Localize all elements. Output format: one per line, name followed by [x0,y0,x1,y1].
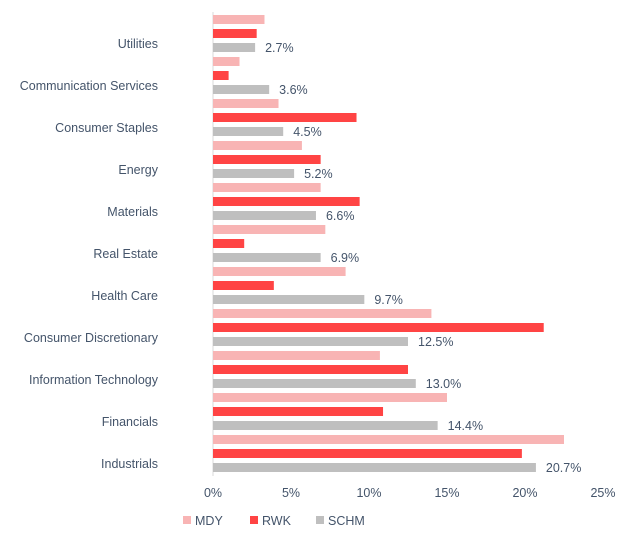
bar-schm [213,463,536,472]
bar-schm [213,127,284,136]
bar-schm [213,169,295,178]
x-tick-label: 25% [590,486,615,500]
bar-rwk [213,323,544,332]
data-label: 2.7% [265,41,294,55]
category-label: Utilities [118,37,158,51]
x-tick-label: 5% [282,486,300,500]
bar-schm [213,295,365,304]
legend-swatch-mdy [183,516,191,524]
bar-mdy [213,99,279,108]
x-tick-label: 0% [204,486,222,500]
bar-schm [213,337,408,346]
data-label: 3.6% [279,83,308,97]
bar-rwk [213,449,522,458]
bar-mdy [213,267,346,276]
bar-mdy [213,435,564,444]
data-label: 6.9% [331,251,360,265]
bar-rwk [213,29,257,38]
legend-swatch-rwk [250,516,258,524]
legend-label: MDY [195,514,223,528]
bar-rwk [213,197,360,206]
data-label: 20.7% [546,461,581,475]
bar-rwk [213,407,384,416]
data-label: 6.6% [326,209,355,223]
bar-schm [213,253,321,262]
bar-rwk [213,239,245,248]
bar-mdy [213,15,265,24]
category-label: Consumer Staples [55,121,158,135]
bar-rwk [213,71,229,80]
bar-mdy [213,351,380,360]
legend-label: SCHM [328,514,365,528]
data-label: 5.2% [304,167,333,181]
data-label: 13.0% [426,377,461,391]
bar-rwk [213,281,274,290]
data-label: 9.7% [374,293,403,307]
bar-schm [213,85,270,94]
legend-label: RWK [262,514,292,528]
category-label: Industrials [101,457,158,471]
legend-swatch-schm [316,516,324,524]
bar-mdy [213,183,321,192]
category-label: Real Estate [93,247,158,261]
category-label: Information Technology [29,373,159,387]
bar-rwk [213,113,357,122]
category-label: Materials [107,205,158,219]
bar-mdy [213,141,302,150]
x-tick-label: 15% [434,486,459,500]
bar-mdy [213,57,240,66]
category-label: Health Care [91,289,158,303]
bar-mdy [213,309,432,318]
data-label: 4.5% [293,125,322,139]
category-label: Consumer Discretionary [24,331,159,345]
bar-schm [213,43,256,52]
x-tick-label: 10% [356,486,381,500]
bar-schm [213,421,438,430]
bar-mdy [213,393,447,402]
data-label: 12.5% [418,335,453,349]
bar-rwk [213,365,408,374]
data-label: 14.4% [448,419,483,433]
bar-mdy [213,225,326,234]
bar-rwk [213,155,321,164]
bar-schm [213,211,316,220]
category-label: Energy [118,163,158,177]
x-tick-label: 20% [512,486,537,500]
bar-schm [213,379,416,388]
category-label: Communication Services [20,79,158,93]
category-label: Financials [102,415,158,429]
